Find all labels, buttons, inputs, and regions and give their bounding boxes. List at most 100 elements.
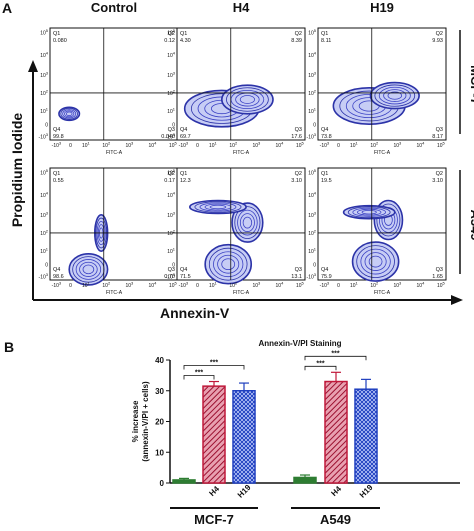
- density-contour: [221, 258, 236, 271]
- y-axis-label: Propidium Iodide: [9, 113, 25, 228]
- y-tick-label: 0: [172, 262, 175, 268]
- significance-stars: ***: [316, 360, 324, 367]
- y-tick-label: 103: [40, 71, 49, 80]
- x-tick-label: 0: [196, 143, 199, 149]
- density-contour: [194, 201, 242, 213]
- density-contour: [226, 87, 269, 112]
- x-tick-label: -103: [52, 281, 62, 290]
- bar: [324, 380, 348, 484]
- y-tick-label: 0: [45, 122, 48, 128]
- y-tick-label: 102: [40, 228, 49, 237]
- y-tick-label: 101: [308, 246, 317, 255]
- mini-x-label: FITC-A: [374, 290, 391, 296]
- x-tick-label: 101: [82, 281, 91, 290]
- x-tick-label: 105: [437, 141, 446, 150]
- x-tick-label: 101: [209, 141, 218, 150]
- flow-plots: Q10.080Q20.12Q30.040Q499.810510410310210…: [39, 27, 447, 296]
- mini-x-label: FITC-A: [233, 150, 250, 156]
- y-tick-label: -103: [39, 132, 49, 141]
- x-tick-label: 104: [417, 281, 426, 290]
- x-tick-label: 105: [296, 141, 305, 150]
- quadrant-value: 0.17: [164, 178, 175, 184]
- y-tick-label: 102: [308, 88, 317, 97]
- density-contour: [242, 216, 253, 229]
- y-tick-label: 103: [40, 211, 49, 220]
- y-tick-label: 0: [313, 122, 316, 128]
- x-axis-label: Annexin-V: [160, 305, 230, 321]
- x-tick-label: -103: [320, 281, 330, 290]
- x-tick-label: -103: [179, 141, 189, 150]
- y-tick-label: 103: [308, 71, 317, 80]
- quadrant-value: 8.39: [291, 38, 302, 44]
- significance-bracket: [304, 365, 337, 371]
- x-tick-label: 102: [102, 281, 111, 290]
- flow-plot: Q14.30Q28.39Q317.6Q469.71051041031021010…: [166, 27, 306, 156]
- quadrant-value: 17.6: [291, 134, 302, 140]
- quadrant-value: 8.17: [432, 134, 443, 140]
- quadrant-value: 99.8: [53, 134, 64, 140]
- mini-x-label: FITC-A: [106, 290, 123, 296]
- y-tick-label: 104: [40, 190, 49, 199]
- x-tick-label: 103: [393, 141, 402, 150]
- x-tick-label: 105: [169, 281, 178, 290]
- y-tick-label: 104: [167, 50, 176, 59]
- density-contour: [351, 241, 400, 282]
- quadrant-value: 3.10: [291, 178, 302, 184]
- quadrant-name: Q2: [295, 31, 302, 37]
- density-contour: [62, 109, 77, 119]
- b-y-label: (annexin-V/PI + cells): [141, 381, 150, 462]
- quadrant-name: Q1: [180, 171, 187, 177]
- y-tick-label: -103: [166, 272, 176, 281]
- y-tick-label: 105: [308, 168, 317, 177]
- quadrant-value: 19.5: [321, 178, 332, 184]
- density-contour: [374, 84, 416, 107]
- mini-x-label: FITC-A: [106, 150, 123, 156]
- significance-bracket: [304, 355, 367, 361]
- group-label: MCF-7: [194, 512, 234, 527]
- quadrant-value: 73.8: [321, 134, 332, 140]
- panel-a-axes: [28, 60, 463, 305]
- density-contour: [376, 203, 401, 237]
- y-tick-label: -103: [166, 132, 176, 141]
- y-tick-label: 105: [40, 28, 49, 37]
- y-tick-label: 0: [172, 122, 175, 128]
- x-tick-label: 102: [370, 281, 379, 290]
- x-tick-label: 105: [296, 281, 305, 290]
- quadrant-value: 1.65: [432, 274, 443, 280]
- density-contour: [360, 248, 391, 275]
- y-tick-label: 105: [40, 168, 49, 177]
- density-contour: [369, 81, 420, 110]
- y-tick-label: 103: [308, 211, 317, 220]
- y-tick-label: 102: [40, 88, 49, 97]
- x-tick-label: -103: [179, 281, 189, 290]
- density-contour: [352, 207, 386, 217]
- y-tick-label: 103: [167, 211, 176, 220]
- x-tick-label: -103: [320, 141, 330, 150]
- density-contour: [189, 199, 247, 215]
- significance-stars: ***: [195, 370, 203, 377]
- b-y-tick-label: 20: [155, 418, 164, 427]
- x-tick-label: 101: [82, 141, 91, 150]
- quadrant-name: Q4: [321, 267, 328, 273]
- y-tick-label: 102: [167, 228, 176, 237]
- quadrant-value: 13.1: [291, 274, 302, 280]
- b-y-tick-label: 0: [160, 479, 165, 488]
- y-tick-label: 101: [308, 106, 317, 115]
- quadrant-name: Q1: [321, 31, 328, 37]
- bar: [172, 479, 196, 484]
- column-headers: Control H4 H19: [91, 0, 394, 15]
- quadrant-name: Q2: [295, 171, 302, 177]
- x-tick-label: 102: [370, 141, 379, 150]
- x-tick-label: 102: [102, 141, 111, 150]
- quadrant-value: 0.080: [53, 38, 67, 44]
- y-tick-label: 105: [308, 28, 317, 37]
- significance-stars: ***: [210, 360, 218, 367]
- quadrant-name: Q2: [168, 171, 175, 177]
- density-contour: [356, 245, 395, 278]
- row-label: MCF-7: [468, 65, 474, 105]
- significance-bracket: [183, 365, 245, 370]
- density-contour: [209, 204, 227, 210]
- x-tick-label: 103: [125, 141, 134, 150]
